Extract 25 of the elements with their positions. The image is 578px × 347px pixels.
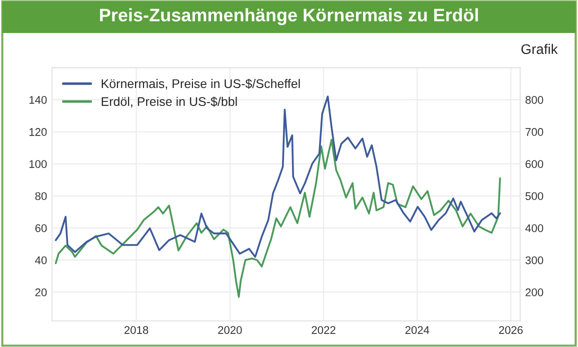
chart-title: Preis-Zusammenhänge Körnermais zu Erdöl: [100, 8, 478, 26]
y-tick-label: 60: [35, 224, 47, 232]
y2-tick-label: 700: [526, 128, 544, 136]
y-tick-label: 100: [29, 160, 47, 168]
y-tick-label: 80: [35, 192, 47, 200]
y2-tick-label: 200: [526, 288, 544, 296]
line-series: [54, 96, 501, 258]
x-tick-label: 2026: [499, 326, 523, 334]
y-tick-label: 120: [29, 128, 47, 136]
y-tick-label: 140: [29, 96, 47, 104]
y-tick-label: 40: [35, 256, 47, 264]
line-series: [54, 138, 501, 298]
y2-tick-label: 600: [526, 160, 544, 168]
legend-label: Körnermais, Preise in US-$/Scheffel: [102, 78, 300, 90]
y2-tick-label: 400: [525, 224, 544, 232]
y2-tick-label: 300: [525, 256, 544, 264]
text: Grafik: [521, 44, 558, 54]
x-tick-label: 2024: [405, 326, 430, 334]
y-tick-label: 20: [35, 288, 47, 296]
y2-tick-label: 800: [526, 96, 544, 104]
x-tick-label: 2022: [312, 326, 336, 334]
y2-tick-label: 500: [526, 192, 544, 200]
x-tick-label: 2018: [124, 326, 148, 334]
x-tick-label: 2020: [218, 326, 242, 334]
legend-label: Erdöl, Preise in US-$/bbl: [102, 96, 237, 108]
